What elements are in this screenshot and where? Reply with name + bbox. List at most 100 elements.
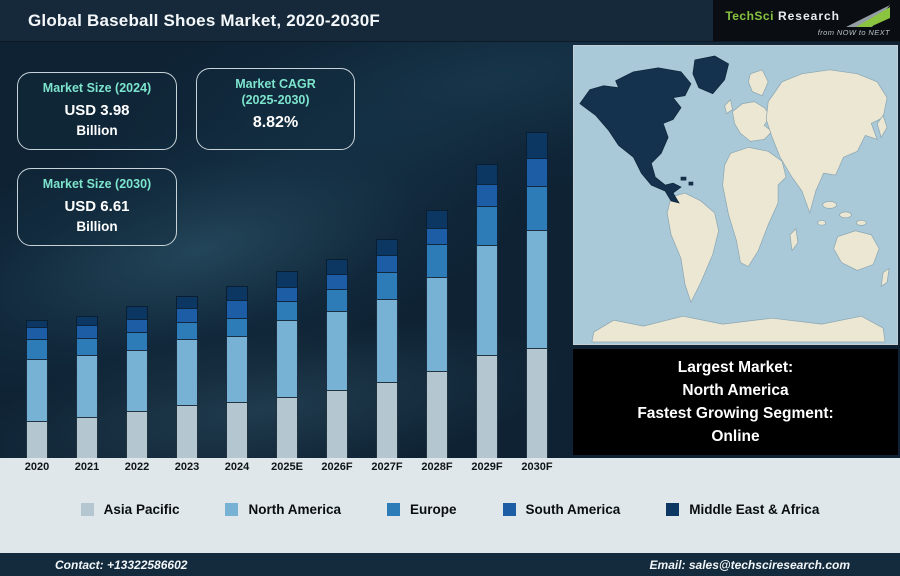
continent-australia <box>833 230 880 271</box>
bar-segment-north-america <box>176 339 198 405</box>
bar-2020 <box>26 320 48 458</box>
legend-item-europe: Europe <box>387 502 457 517</box>
region-southeast-asia <box>817 220 827 226</box>
stacked-bar-chart <box>26 132 548 458</box>
island-madagascar <box>789 228 799 252</box>
bar-segment-north-america <box>76 355 98 417</box>
bar-segment-europe <box>226 318 248 336</box>
region-japan <box>876 114 888 139</box>
continent-antarctica <box>591 315 886 343</box>
bar-segment-south-america <box>76 325 98 338</box>
bar-2026F <box>326 259 348 458</box>
bar-segment-asia-pacific <box>376 382 398 458</box>
bar-segment-north-america <box>326 311 348 390</box>
bar-segment-asia-pacific <box>26 421 48 458</box>
region-southeast-asia <box>822 201 837 209</box>
techsci-logo: TechSci Research from NOW to NEXT <box>713 0 900 41</box>
continent-south-america <box>666 192 720 304</box>
region-scandinavia <box>748 69 769 97</box>
region-europe <box>732 101 773 142</box>
legend-label: North America <box>248 502 341 517</box>
bar-segment-middle-east-africa <box>376 239 398 255</box>
x-axis-label-2022: 2022 <box>124 461 150 473</box>
logo-tagline: from NOW to NEXT <box>817 27 890 37</box>
bar-2021 <box>76 316 98 458</box>
x-axis-label-2027F: 2027F <box>371 461 403 473</box>
bar-2024 <box>226 286 248 458</box>
chart-legend: Asia Pacific North America Europe South Ame… <box>0 502 900 517</box>
bar-segment-asia-pacific <box>276 397 298 458</box>
bar-segment-asia-pacific <box>426 371 448 458</box>
bar-segment-middle-east-africa <box>176 296 198 308</box>
largest-market-callout: Largest Market: North America Fastest Gr… <box>573 349 898 455</box>
stat-label: Market CAGR <box>235 77 316 91</box>
legend-swatch-icon <box>387 503 400 516</box>
bar-segment-north-america <box>126 350 148 411</box>
bar-segment-middle-east-africa <box>476 164 498 184</box>
region-southeast-asia <box>839 211 852 219</box>
bar-segment-south-america <box>526 158 548 186</box>
bar-2027F <box>376 239 398 458</box>
region-southeast-asia <box>856 219 867 226</box>
logo-brand-secondary: Research <box>777 8 840 23</box>
bar-segment-south-america <box>426 228 448 244</box>
bar-segment-asia-pacific <box>176 405 198 458</box>
bar-segment-middle-east-africa <box>226 286 248 300</box>
bar-segment-middle-east-africa <box>276 271 298 287</box>
footer-bar: Contact: +13322586602 Email: sales@techs… <box>0 553 900 576</box>
x-axis-label-2025E: 2025E <box>271 461 303 473</box>
logo-brand-primary: TechSci <box>725 8 774 23</box>
bar-segment-north-america <box>526 230 548 348</box>
continent-africa <box>722 146 787 267</box>
legend-label: Asia Pacific <box>103 502 180 517</box>
footer-contact: Contact: +13322586602 <box>55 557 188 572</box>
stat-unit: Billion <box>76 122 118 138</box>
bar-segment-europe <box>476 206 498 245</box>
bar-segment-south-america <box>476 184 498 206</box>
stat-label: (2025-2030) <box>241 92 310 107</box>
callout-line: North America <box>682 381 789 399</box>
bar-segment-asia-pacific <box>76 417 98 458</box>
callout-line: Fastest Growing Segment: <box>637 405 834 422</box>
bar-segment-north-america <box>426 277 448 371</box>
bar-segment-europe <box>376 272 398 299</box>
bar-segment-middle-east-africa <box>76 316 98 325</box>
stat-unit: Billion <box>76 218 118 234</box>
stat-box-market-cagr: Market CAGR (2025-2030) 8.82% <box>196 68 355 150</box>
stat-box-market-size-2030: Market Size (2030) USD 6.61 Billion <box>17 168 177 246</box>
legend-swatch-icon <box>666 503 680 516</box>
bar-segment-south-america <box>226 300 248 318</box>
world-map <box>574 46 897 344</box>
bar-segment-north-america <box>276 320 298 397</box>
legend-item-middle-east-africa: Middle East & Africa <box>666 502 819 517</box>
bar-segment-north-america <box>26 359 48 421</box>
stat-label: Market Size (2024) <box>42 81 152 95</box>
bar-segment-south-america <box>126 319 148 332</box>
bar-segment-middle-east-africa <box>26 320 48 327</box>
bar-2023 <box>176 296 198 458</box>
bar-segment-asia-pacific <box>126 411 148 458</box>
axis-and-legend-strip: 2020 2021 2022 2023 2024 2025E 2026F 2027F 2028F… <box>0 458 900 553</box>
region-greenland-highlighted <box>692 55 729 95</box>
region-british-isles <box>724 98 733 115</box>
bar-segment-middle-east-africa <box>526 132 548 158</box>
x-axis-label-2023: 2023 <box>174 461 200 473</box>
x-axis-label-2029F: 2029F <box>471 461 503 473</box>
stat-value: 8.82% <box>252 114 299 132</box>
continent-asia <box>765 69 888 215</box>
bar-segment-middle-east-africa <box>426 210 448 228</box>
legend-item-north-america: North America <box>225 502 341 517</box>
bar-2029F <box>476 164 498 458</box>
legend-item-asia-pacific: Asia Pacific <box>80 502 180 517</box>
legend-swatch-icon <box>225 503 239 516</box>
x-axis-label-2030F: 2030F <box>521 461 553 473</box>
bar-segment-europe <box>76 338 98 355</box>
bar-segment-europe <box>26 339 48 359</box>
bar-segment-north-america <box>476 245 498 355</box>
bar-segment-europe <box>276 301 298 320</box>
x-axis-label-2021: 2021 <box>74 461 100 473</box>
world-map-panel <box>573 45 898 345</box>
bar-segment-south-america <box>176 308 198 322</box>
legend-swatch-icon <box>502 503 516 516</box>
